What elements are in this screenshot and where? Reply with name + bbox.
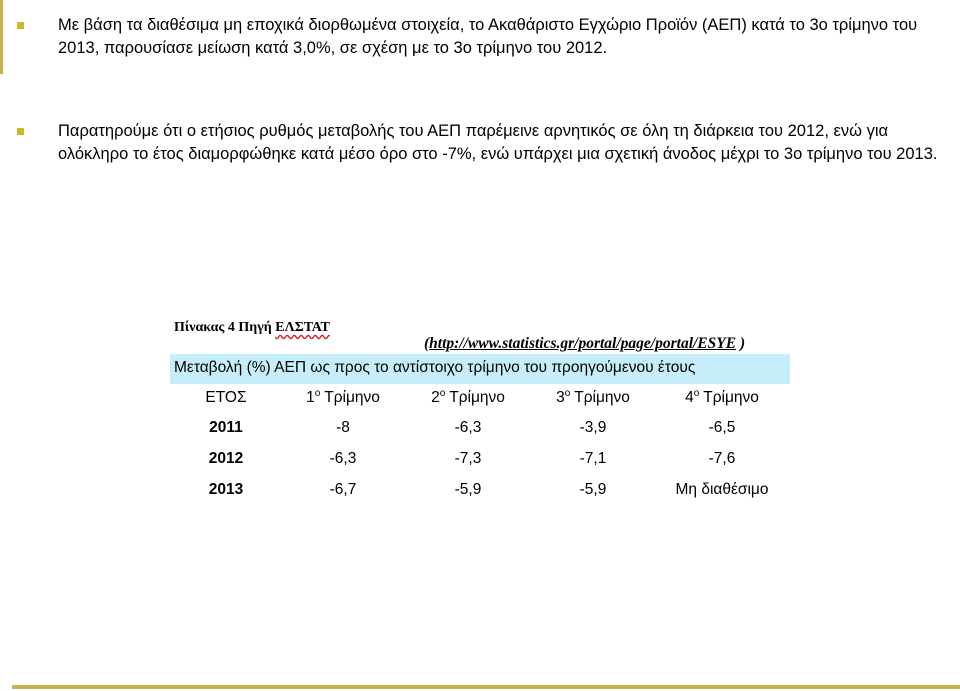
table-title-band: Μεταβολή (%) ΑΕΠ ως προς το αντίστοιχο τ…	[170, 354, 790, 384]
bullet-text: Με βάση τα διαθέσιμα μη εποχικά διορθωμέ…	[58, 16, 918, 57]
cell-q1: -6,7	[329, 480, 357, 498]
table-row: 2013 -6,7 -5,9 -5,9 Μη διαθέσιμο	[170, 474, 790, 505]
cell-q3: -7,1	[579, 449, 607, 467]
header-q4: 4ο Τρίμηνο	[685, 388, 759, 407]
table-title: Μεταβολή (%) ΑΕΠ ως προς το αντίστοιχο τ…	[174, 359, 696, 376]
header-year: ΕΤΟΣ	[205, 389, 247, 406]
table-caption: Πίνακας 4 Πηγή ΕΛΣΤΑΤ	[174, 320, 330, 336]
url-paren-close: )	[736, 335, 746, 352]
table-row: 2012 -6,3 -7,3 -7,1 -7,6	[170, 443, 790, 474]
cell-q1: -6,3	[329, 449, 357, 467]
table-row: 2011 -8 -6,3 -3,9 -6,5	[170, 412, 790, 443]
bullet-square-icon	[17, 128, 24, 135]
gdp-change-table: ΕΤΟΣ 1ο Τρίμηνο 2ο Τρίμηνο 3ο Τρίμηνο 4ο…	[170, 384, 790, 505]
bullet-paragraph-1: Με βάση τα διαθέσιμα μη εποχικά διορθωμέ…	[17, 14, 948, 60]
bullet-square-icon	[17, 22, 24, 29]
cell-q4: Μη διαθέσιμο	[675, 480, 769, 498]
cell-q1: -8	[336, 418, 350, 436]
gdp-table-figure: Πίνακας 4 Πηγή ΕΛΣΤΑΤ (http://www.statis…	[170, 318, 790, 505]
cell-q2: -6,3	[454, 418, 482, 436]
table-source-line: Πίνακας 4 Πηγή ΕΛΣΤΑΤ (http://www.statis…	[170, 318, 790, 354]
header-q1: 1ο Τρίμηνο	[306, 388, 380, 407]
row-year: 2013	[208, 480, 244, 498]
row-year: 2012	[208, 449, 244, 467]
cell-q2: -7,3	[454, 449, 482, 467]
bottom-accent-rule	[12, 685, 960, 689]
cell-q3: -3,9	[579, 418, 607, 436]
bullet-text: Παρατηρούμε ότι ο ετήσιος ρυθμός μεταβολ…	[58, 122, 938, 163]
cell-q4: -6,5	[708, 418, 736, 436]
url-paren-open: (	[424, 335, 430, 352]
top-left-accent-rule	[0, 0, 3, 74]
caption-label: Πίνακας 4 Πηγή	[174, 320, 276, 335]
source-url-line: (http://www.statistics.gr/portal/page/po…	[424, 335, 745, 353]
header-q3: 3ο Τρίμηνο	[556, 388, 630, 407]
cell-q2: -5,9	[454, 480, 482, 498]
header-q2: 2ο Τρίμηνο	[431, 388, 505, 407]
row-year: 2011	[209, 418, 243, 436]
cell-q3: -5,9	[579, 480, 607, 498]
source-url-link[interactable]: http://www.statistics.gr/portal/page/por…	[429, 335, 737, 352]
table-header-row: ΕΤΟΣ 1ο Τρίμηνο 2ο Τρίμηνο 3ο Τρίμηνο 4ο…	[170, 384, 790, 412]
source-organization: ΕΛΣΤΑΤ	[275, 320, 330, 335]
cell-q4: -7,6	[708, 449, 736, 467]
bullet-paragraph-2: Παρατηρούμε ότι ο ετήσιος ρυθμός μεταβολ…	[17, 120, 948, 166]
